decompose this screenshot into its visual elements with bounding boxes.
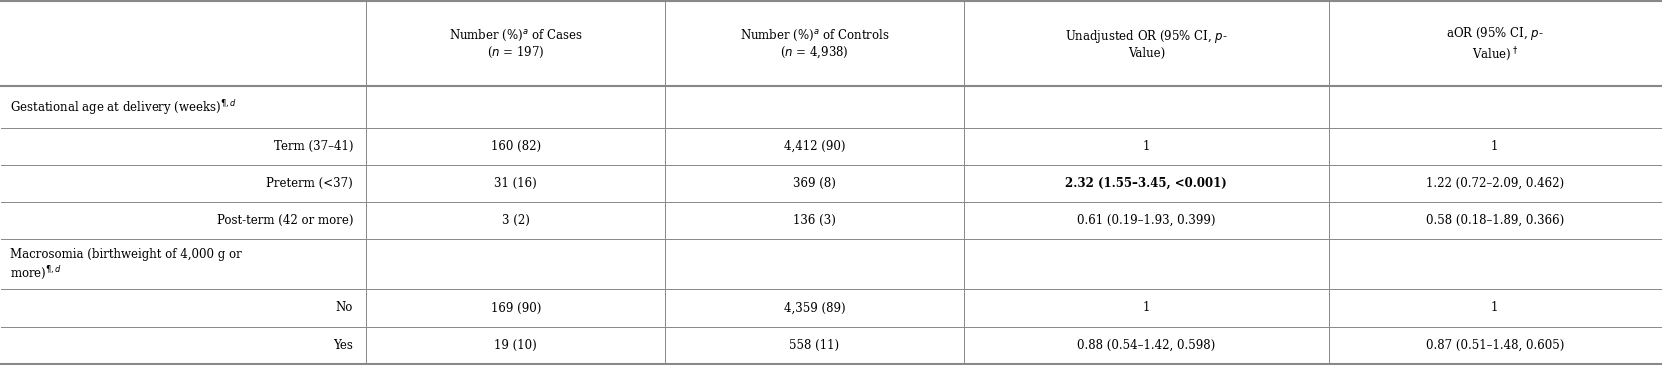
Text: Preterm (<37): Preterm (<37)	[266, 177, 352, 190]
Text: 1.22 (0.72–2.09, 0.462): 1.22 (0.72–2.09, 0.462)	[1426, 177, 1564, 190]
Text: 369 (8): 369 (8)	[793, 177, 836, 190]
Text: Number (%)$^a$ of Cases
($n$ = 197): Number (%)$^a$ of Cases ($n$ = 197)	[449, 28, 583, 60]
Text: 31 (16): 31 (16)	[494, 177, 537, 190]
Text: 2.32 (1.55–3.45, <0.001): 2.32 (1.55–3.45, <0.001)	[1065, 177, 1227, 190]
Text: 1: 1	[1491, 301, 1499, 315]
Text: 19 (10): 19 (10)	[494, 339, 537, 351]
Text: 0.61 (0.19–1.93, 0.399): 0.61 (0.19–1.93, 0.399)	[1077, 214, 1215, 227]
Text: 0.88 (0.54–1.42, 0.598): 0.88 (0.54–1.42, 0.598)	[1077, 339, 1215, 351]
Text: 4,359 (89): 4,359 (89)	[783, 301, 846, 315]
Text: 136 (3): 136 (3)	[793, 214, 836, 227]
Text: 160 (82): 160 (82)	[490, 140, 540, 153]
Text: 4,412 (90): 4,412 (90)	[784, 140, 846, 153]
Text: Unadjusted OR (95% CI, $p$-
Value): Unadjusted OR (95% CI, $p$- Value)	[1065, 28, 1228, 60]
Text: Gestational age at delivery (weeks)$^{\P,d}$: Gestational age at delivery (weeks)$^{\P…	[10, 98, 236, 117]
Text: 558 (11): 558 (11)	[789, 339, 839, 351]
Text: 1: 1	[1491, 140, 1499, 153]
Text: No: No	[336, 301, 352, 315]
Text: 1: 1	[1142, 140, 1150, 153]
Text: Yes: Yes	[334, 339, 352, 351]
Text: Macrosomia (birthweight of 4,000 g or
more)$^{\P,d}$: Macrosomia (birthweight of 4,000 g or mo…	[10, 248, 241, 281]
Text: 0.58 (0.18–1.89, 0.366): 0.58 (0.18–1.89, 0.366)	[1426, 214, 1564, 227]
Text: 169 (90): 169 (90)	[490, 301, 540, 315]
Text: 0.87 (0.51–1.48, 0.605): 0.87 (0.51–1.48, 0.605)	[1426, 339, 1564, 351]
Text: Number (%)$^a$ of Controls
($n$ = 4,938): Number (%)$^a$ of Controls ($n$ = 4,938)	[740, 27, 889, 60]
Text: 1: 1	[1142, 301, 1150, 315]
Text: Term (37–41): Term (37–41)	[274, 140, 352, 153]
Text: 3 (2): 3 (2)	[502, 214, 530, 227]
Text: aOR (95% CI, $p$-
Value)$^\dagger$: aOR (95% CI, $p$- Value)$^\dagger$	[1446, 25, 1544, 62]
Text: Post-term (42 or more): Post-term (42 or more)	[216, 214, 352, 227]
